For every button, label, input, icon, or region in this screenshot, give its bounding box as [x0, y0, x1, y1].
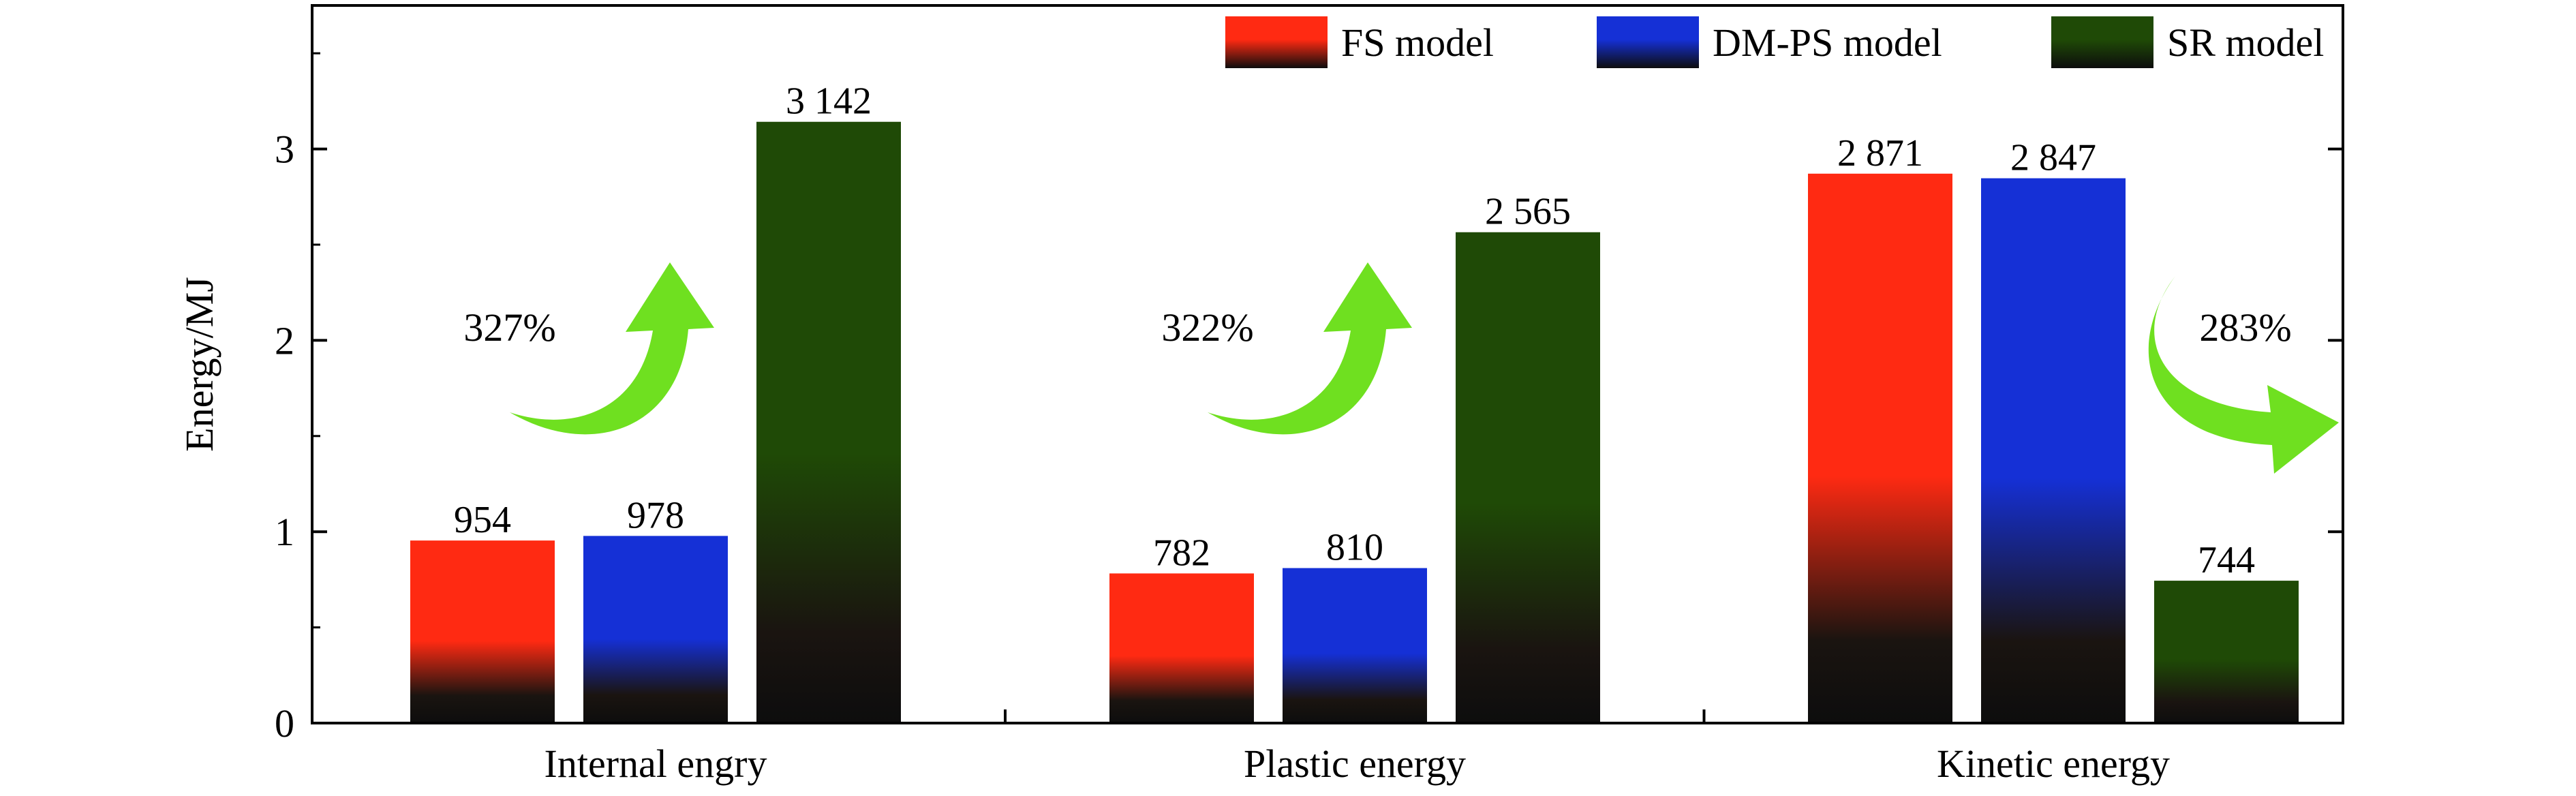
- bar-2-2: [2154, 581, 2299, 723]
- bar-value-label: 782: [1153, 532, 1210, 574]
- bar-value-label: 2 847: [2010, 137, 2096, 179]
- bar-value-label: 3 142: [786, 80, 872, 123]
- legend: FS model DM-PS model SR model: [1225, 16, 2324, 68]
- bars-layer: 954 978 3 142 782 810 2 565 2 871 2 847 744: [410, 80, 2299, 724]
- x-category-label: Internal engry: [545, 741, 767, 786]
- plot-frame: [311, 4, 2344, 724]
- legend-label: SR model: [2167, 20, 2324, 65]
- y-tick-label: 0: [275, 701, 294, 746]
- bar-value-label: 810: [1326, 527, 1383, 569]
- legend-swatch: [1597, 16, 1699, 68]
- bar-value-label: 744: [2198, 539, 2255, 581]
- annotation-percent: 283%: [2199, 305, 2291, 350]
- bar-2-1: [1981, 178, 2126, 724]
- bar-value-label: 954: [454, 499, 511, 541]
- legend-swatch: [2051, 16, 2153, 68]
- bar-1-0: [1109, 573, 1254, 723]
- annotation-percent: 322%: [1161, 305, 1253, 350]
- x-category-label: Kinetic energy: [1937, 741, 2170, 786]
- y-tick-label: 3: [275, 127, 294, 172]
- bar-0-1: [583, 536, 728, 723]
- x-category-label: Plastic energy: [1244, 741, 1466, 786]
- y-tick-label: 1: [275, 510, 294, 554]
- bar-value-label: 2 871: [1837, 132, 1923, 174]
- legend-swatch: [1225, 16, 1328, 68]
- axes-layer: 0 1 2 3 Internal engry Plastic energy Kinetic …: [177, 4, 2344, 786]
- curved-arrow-up-icon: [510, 262, 714, 435]
- bar-value-label: 2 565: [1485, 191, 1571, 233]
- bar-0-2: [756, 121, 901, 724]
- y-tick-label: 2: [275, 318, 294, 363]
- legend-label: DM-PS model: [1713, 20, 1942, 65]
- bar-1-2: [1456, 232, 1600, 723]
- bar-value-label: 978: [627, 494, 684, 536]
- bar-1-1: [1283, 568, 1427, 723]
- legend-label: FS model: [1341, 20, 1494, 65]
- annotations-layer: 327% 322% 283%: [463, 262, 2339, 474]
- annotation-percent: 327%: [463, 305, 555, 350]
- curved-arrow-up-icon: [1208, 262, 1412, 435]
- bar-0-0: [410, 540, 555, 723]
- y-axis-label: Energy/MJ: [177, 277, 221, 452]
- curved-arrow-down-icon: [2148, 276, 2339, 474]
- bar-2-0: [1808, 173, 1952, 724]
